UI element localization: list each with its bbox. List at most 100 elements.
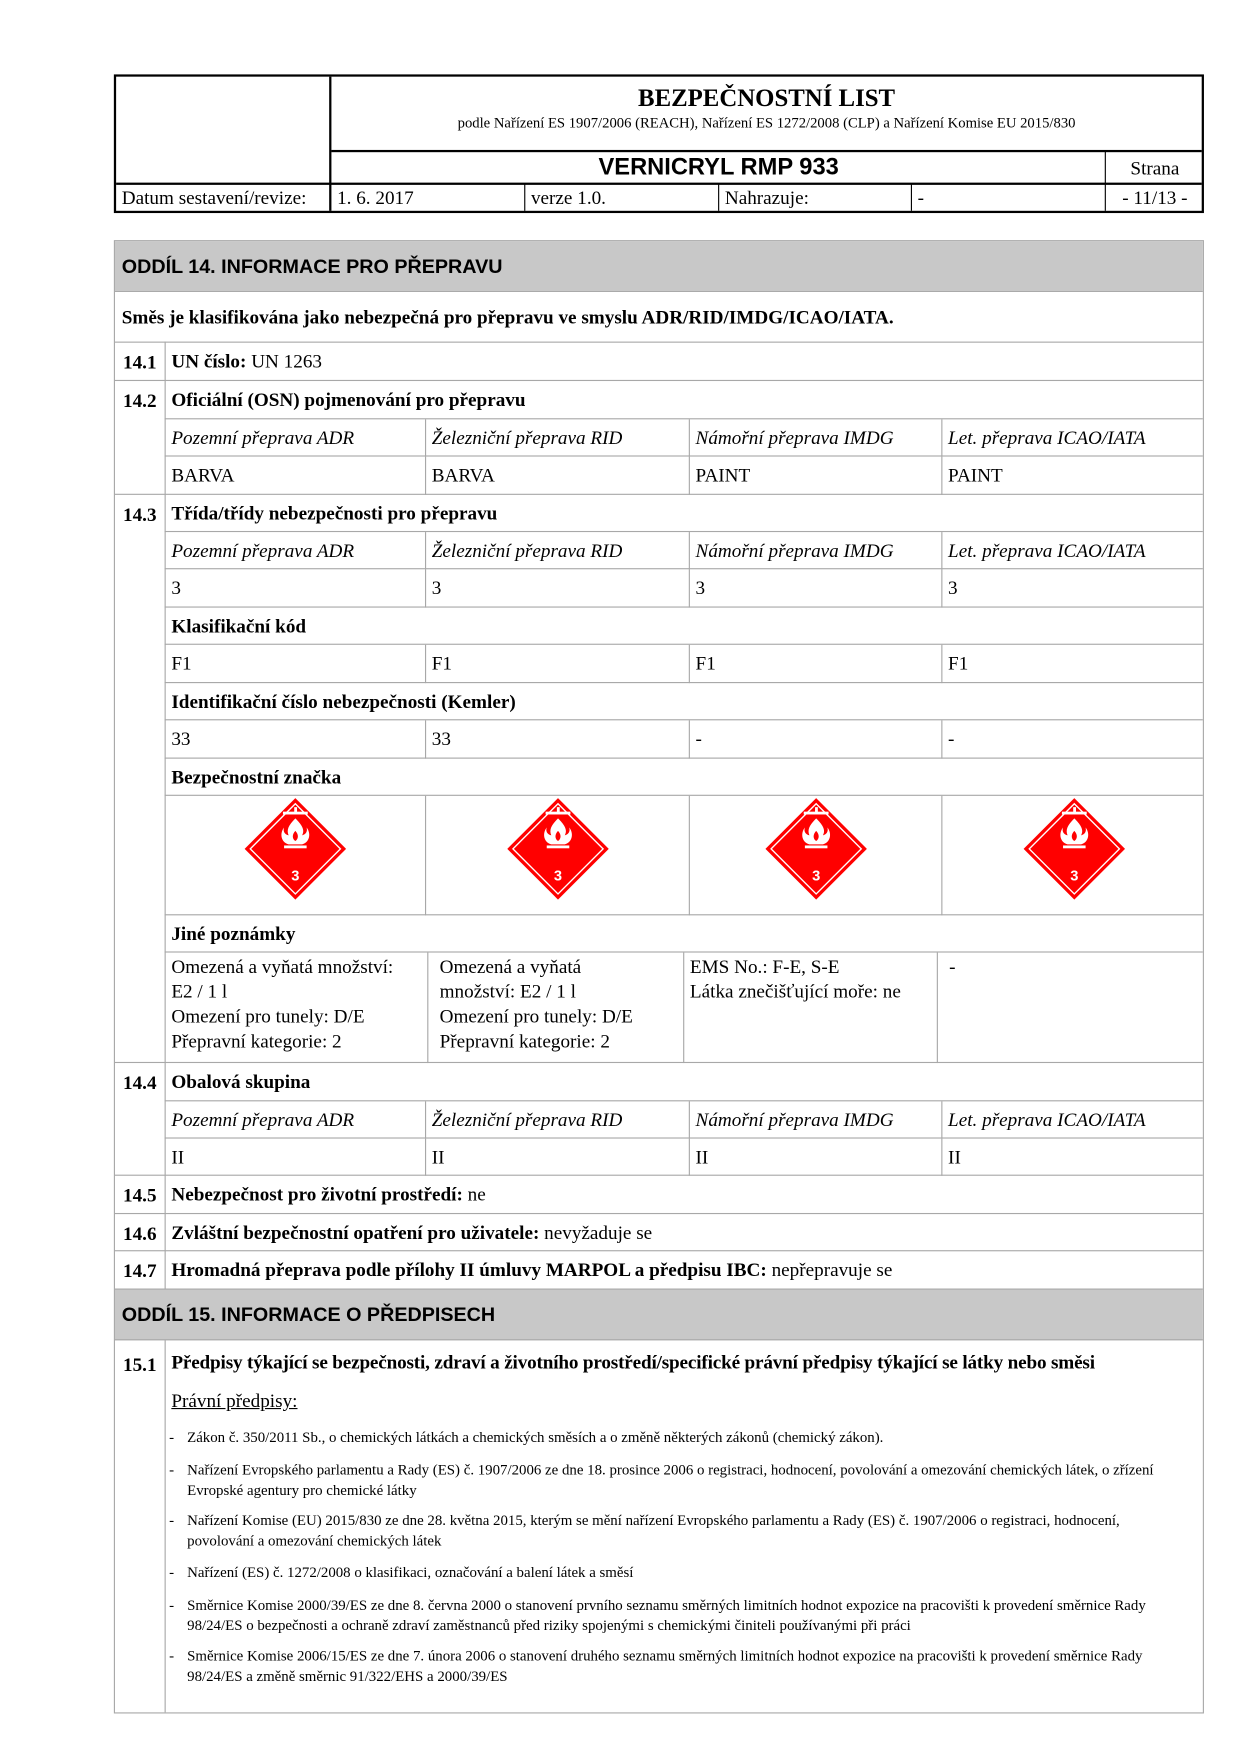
section-14-heading: ODDÍL 14. INFORMACE PRO PŘEPRAVU bbox=[114, 241, 1203, 291]
product-name: VERNICRYL RMP 933 bbox=[598, 153, 839, 180]
text-cell: Pozemní přeprava ADR bbox=[171, 426, 355, 449]
mode-header-row: Pozemní přeprava ADR Železniční přeprava… bbox=[164, 1100, 1203, 1139]
pictogram-row bbox=[164, 794, 1203, 916]
text-cell: 3 bbox=[171, 577, 181, 599]
text-cell: Nařízení Komise (EU) 2015/830 ze dne 28.… bbox=[187, 1511, 1120, 1549]
text-cell: F1 bbox=[171, 652, 192, 675]
text-cell: Let. přeprava ICAO/IATA bbox=[948, 426, 1146, 449]
classification-code-label: Klasifikační kód bbox=[171, 614, 307, 637]
text-cell: F1 bbox=[695, 652, 716, 675]
text-cell: Námořní přeprava IMDG bbox=[695, 1108, 894, 1131]
text-cell: Omezení pro tunely: D/E bbox=[439, 1005, 633, 1027]
text-cell: Zvláštní bezpečnostní opatření pro uživa… bbox=[171, 1221, 540, 1243]
text-cell: nevyžaduje se bbox=[539, 1221, 653, 1243]
text-cell: Hromadná přeprava podle přílohy II úmluv… bbox=[171, 1259, 767, 1281]
law-item: - Směrnice Komise 2006/15/ES ze dne 7. ún… bbox=[169, 1646, 1180, 1687]
law-item: - Nařízení (ES) č. 1272/2008 o klasifikac… bbox=[169, 1562, 1180, 1582]
text-cell: E2 / 1 l bbox=[171, 980, 228, 1003]
date-value: 1. 6. 2017 bbox=[337, 186, 414, 208]
law-item: - Nařízení Evropského parlamentu a Rady (… bbox=[169, 1460, 1180, 1501]
law-item: - Směrnice Komise 2000/39/ES ze dne 8. če… bbox=[169, 1595, 1180, 1636]
text-cell: II bbox=[431, 1145, 445, 1168]
text-cell: 14.2 bbox=[123, 390, 157, 412]
mode-header-row: Pozemní přeprava ADR Železniční přeprava… bbox=[164, 418, 1203, 457]
text-cell: Omezená a vyňatá bbox=[439, 955, 582, 978]
row-14-5: 14.5 Nebezpečnost pro životní prostředí:… bbox=[114, 1174, 1203, 1214]
text-cell: Železniční přeprava RID bbox=[431, 426, 623, 449]
packing-group-label: Obalová skupina bbox=[171, 1070, 311, 1093]
text-cell: PAINT bbox=[948, 464, 1003, 486]
text-cell: Přepravní kategorie: 2 bbox=[171, 1030, 342, 1052]
row-15-1: 15.1 Předpisy týkající se bezpečnosti, z… bbox=[114, 1339, 1203, 1713]
text-cell: F1 bbox=[431, 652, 453, 675]
legal-regulations-heading: Právní předpisy: bbox=[171, 1389, 298, 1412]
text-cell: II bbox=[695, 1145, 709, 1168]
text-cell: Let. přeprava ICAO/IATA bbox=[948, 539, 1146, 561]
row-14-1: 14.1 UN číslo: UN 1263 bbox=[114, 341, 1203, 381]
text-cell: EMS No.: F-E, S-E bbox=[689, 955, 840, 978]
document-subtitle: podle Nařízení ES 1907/2006 (REACH), Nař… bbox=[457, 113, 1076, 131]
text-cell: Nebezpečnost pro životní prostředí: bbox=[171, 1183, 463, 1206]
regulations-label: Předpisy týkající se bezpečnosti, zdraví… bbox=[171, 1351, 1095, 1374]
text-cell: 14.7 bbox=[123, 1260, 157, 1282]
text-cell: BARVA bbox=[171, 464, 235, 486]
text-cell: 3 bbox=[948, 577, 958, 599]
text-cell: 15.1 bbox=[123, 1353, 157, 1376]
date-label: Datum sestavení/revize: bbox=[121, 186, 307, 208]
un-number-value: UN 1263 bbox=[246, 350, 323, 373]
text-cell: 14.4 bbox=[123, 1072, 157, 1094]
replaces-value: - bbox=[917, 186, 925, 208]
text-cell: Železniční přeprava RID bbox=[431, 539, 623, 561]
text-cell: - bbox=[695, 728, 702, 750]
text-cell: - bbox=[169, 1563, 175, 1581]
flammable-liquid-class-3-icon bbox=[1022, 797, 1126, 901]
hazard-class-row: 3 3 3 3 bbox=[164, 568, 1203, 608]
mode-header-row: Pozemní přeprava ADR Železniční přeprava… bbox=[164, 530, 1203, 570]
text-cell: Pozemní přeprava ADR bbox=[171, 539, 355, 561]
page-number: - 11/13 - bbox=[1122, 186, 1188, 208]
un-number-label: UN číslo: bbox=[171, 350, 247, 373]
text-cell: - bbox=[169, 1511, 175, 1529]
flammable-liquid-class-3-icon bbox=[506, 797, 610, 901]
page-label: Strana bbox=[1130, 157, 1180, 180]
kemler-row: 33 33 - - bbox=[164, 719, 1203, 759]
text-cell: F1 bbox=[948, 652, 969, 675]
text-cell: PAINT bbox=[695, 464, 751, 486]
classification-code-row: F1 F1 F1 F1 bbox=[164, 643, 1203, 684]
text-cell: ne bbox=[462, 1183, 486, 1206]
law-item: - Nařízení Komise (EU) 2015/830 ze dne 28… bbox=[169, 1511, 1180, 1552]
text-cell: - bbox=[949, 955, 956, 978]
text-cell: II bbox=[948, 1145, 961, 1168]
other-notes-row: Omezená a vyňatá množství: E2 / 1 l Omezen… bbox=[164, 951, 1203, 1064]
section-15-heading: ODDÍL 15. INFORMACE O PŘEDPISECH bbox=[114, 1288, 1203, 1341]
text-cell: Směrnice Komise 2006/15/ES ze dne 7. úno… bbox=[187, 1646, 1143, 1685]
text-cell: - bbox=[169, 1428, 175, 1446]
text-cell: 33 bbox=[431, 728, 451, 750]
text-cell: Omezená a vyňatá množství: bbox=[171, 955, 394, 978]
text-cell: 3 bbox=[695, 577, 706, 599]
text-cell: 14.5 bbox=[123, 1184, 157, 1207]
shipping-name-row: BARVA BARVA PAINT PAINT bbox=[164, 455, 1203, 495]
text-cell: Omezení pro tunely: D/E bbox=[171, 1005, 365, 1027]
text-cell: - bbox=[948, 728, 955, 750]
classification-statement: Směs je klasifikována jako nebezpečná pr… bbox=[121, 306, 894, 328]
text-cell: 14.6 bbox=[123, 1223, 157, 1245]
text-cell: Námořní přeprava IMDG bbox=[695, 539, 894, 561]
text-cell: 3 bbox=[431, 577, 442, 599]
text-cell: Nařízení Evropského parlamentu a Rady (E… bbox=[187, 1460, 1154, 1499]
replaces-label: Nahrazuje: bbox=[724, 186, 809, 208]
text-cell: Námořní přeprava IMDG bbox=[695, 426, 894, 449]
law-item: - Zákon č. 350/2011 Sb., o chemických lát… bbox=[169, 1427, 1180, 1447]
packing-group-row: II II II II bbox=[164, 1137, 1203, 1176]
text-cell: Směrnice Komise 2000/39/ES ze dne 8. čer… bbox=[187, 1596, 1146, 1634]
text-cell: - bbox=[169, 1596, 175, 1614]
text-cell: Nařízení (ES) č. 1272/2008 o klasifikaci… bbox=[187, 1563, 634, 1581]
shipping-name-label: Oficiální (OSN) pojmenování pro přepravu bbox=[171, 388, 526, 411]
row-14-6: 14.6 Zvláštní bezpečnostní opatření pro … bbox=[114, 1212, 1203, 1251]
text-cell: Let. přeprava ICAO/IATA bbox=[948, 1108, 1146, 1131]
text-cell: BARVA bbox=[431, 464, 495, 486]
document-header: BEZPEČNOSTNÍ LIST podle Nařízení ES 1907… bbox=[113, 74, 1204, 214]
text-cell: Látka znečišťující moře: ne bbox=[689, 980, 901, 1003]
flammable-liquid-class-3-icon bbox=[243, 797, 347, 901]
text-cell: Zákon č. 350/2011 Sb., o chemických látk… bbox=[187, 1428, 884, 1446]
